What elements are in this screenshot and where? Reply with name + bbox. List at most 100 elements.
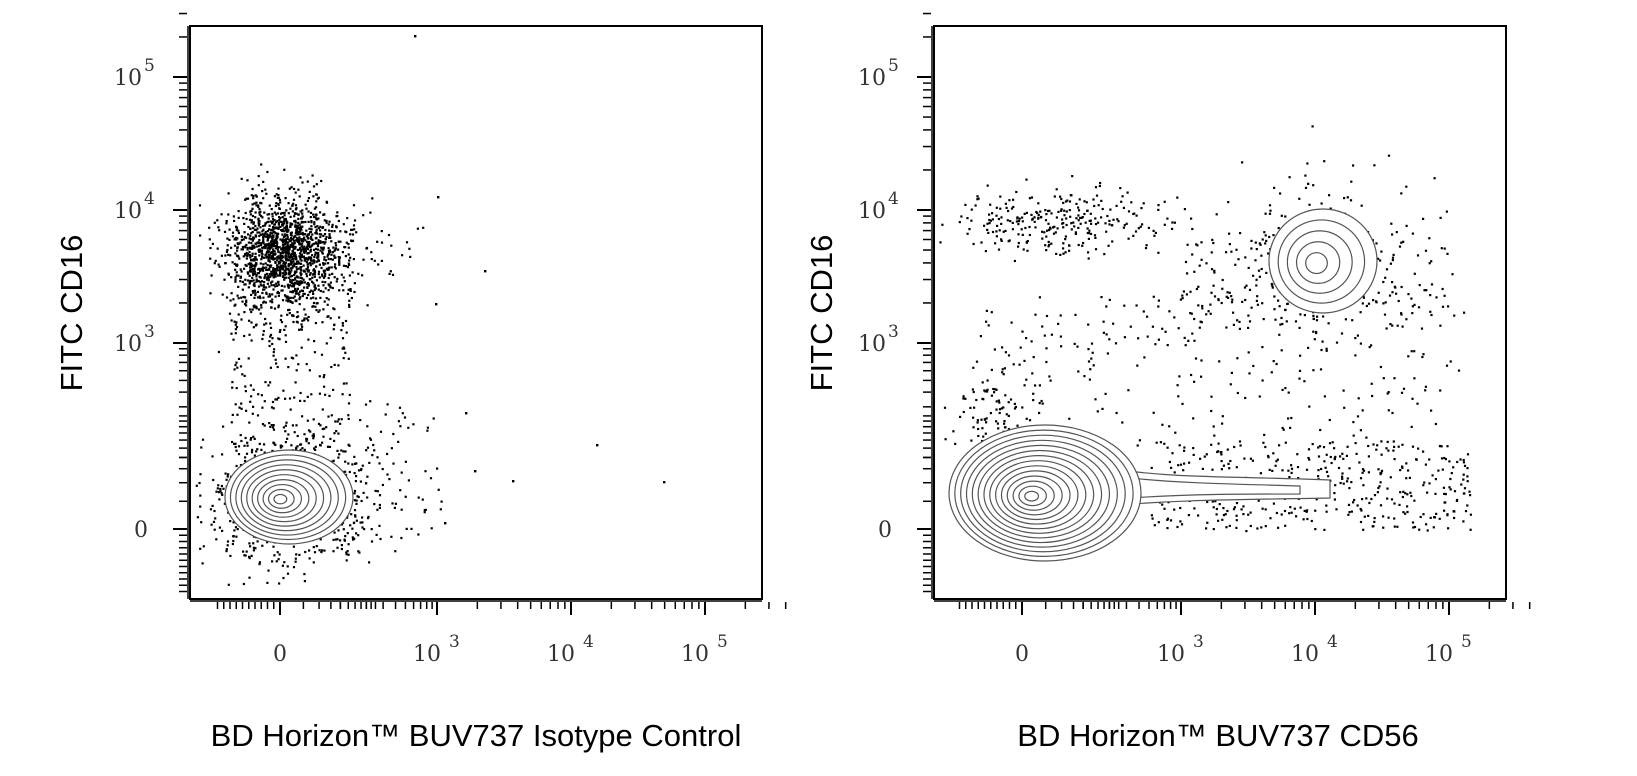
event-dot	[261, 253, 264, 256]
event-dot	[1074, 313, 1077, 316]
event-dot	[311, 434, 314, 437]
event-dot	[309, 430, 312, 433]
event-dot	[288, 247, 291, 250]
x-tick-label: 10	[547, 642, 575, 667]
event-dot	[1443, 294, 1446, 297]
event-dot	[317, 217, 320, 220]
event-dot	[257, 280, 260, 283]
event-dot	[229, 520, 232, 523]
event-dot	[1469, 513, 1472, 516]
event-dot	[293, 262, 297, 265]
event-dot	[250, 232, 253, 235]
event-dot	[1410, 350, 1413, 353]
event-dot	[985, 320, 988, 323]
event-dot	[323, 427, 326, 430]
event-dot	[292, 239, 296, 242]
event-dot	[1377, 291, 1380, 294]
event-dot	[315, 232, 318, 235]
event-dot	[263, 400, 266, 403]
event-dot	[287, 241, 290, 244]
event-dot	[344, 535, 347, 538]
event-dot	[349, 524, 352, 527]
event-dot	[289, 222, 292, 225]
event-dot	[1284, 215, 1287, 218]
event-dot	[287, 258, 290, 262]
event-dot	[336, 538, 339, 541]
event-dot	[347, 288, 350, 291]
event-dot	[224, 254, 227, 257]
event-dot	[1063, 209, 1066, 212]
event-dot	[1026, 249, 1029, 252]
event-dot	[294, 257, 297, 260]
event-dot	[1367, 444, 1370, 448]
event-dot	[1190, 312, 1193, 315]
event-dot	[330, 230, 333, 233]
event-dot	[300, 259, 303, 262]
event-dot	[294, 270, 297, 273]
event-dot	[1255, 299, 1258, 302]
event-dot	[218, 229, 221, 232]
event-dot	[1077, 219, 1080, 222]
event-dot	[293, 187, 296, 191]
event-dot	[976, 198, 979, 201]
event-dot	[269, 300, 272, 303]
event-dot	[1261, 346, 1264, 349]
event-dot	[1424, 249, 1428, 252]
event-dot	[1006, 219, 1009, 222]
event-dot	[227, 272, 230, 275]
event-dot	[1182, 290, 1185, 293]
event-dot	[270, 406, 274, 409]
event-dot	[985, 389, 988, 392]
event-dot	[1393, 458, 1396, 461]
event-dot	[212, 478, 215, 482]
event-dot	[1235, 248, 1238, 251]
event-dot	[323, 374, 326, 377]
event-dot	[270, 255, 273, 258]
event-dot	[322, 241, 325, 244]
event-dot	[217, 491, 220, 494]
event-dot	[235, 264, 238, 267]
event-dot	[310, 237, 313, 241]
event-dot	[989, 203, 992, 206]
event-dot	[237, 255, 240, 258]
event-dot	[391, 273, 395, 276]
event-dot	[258, 561, 261, 564]
event-dot	[1260, 526, 1263, 529]
event-dot	[989, 412, 992, 415]
event-dot	[313, 275, 316, 278]
event-dot	[260, 241, 263, 245]
event-dot	[314, 448, 317, 451]
event-dot	[300, 255, 303, 258]
event-dot	[1179, 298, 1182, 301]
event-dot	[329, 258, 332, 261]
event-dot	[281, 223, 284, 226]
event-dot	[1235, 519, 1238, 522]
event-dot	[321, 427, 324, 431]
event-dot	[263, 245, 266, 249]
event-dot	[1334, 484, 1337, 487]
event-dot	[975, 360, 979, 363]
event-dot	[284, 340, 288, 343]
event-dot	[236, 528, 239, 531]
event-dot	[252, 388, 255, 391]
event-dot	[321, 252, 324, 255]
event-dot	[234, 252, 237, 255]
event-dot	[348, 470, 351, 474]
event-dot	[976, 421, 979, 424]
event-dot	[292, 357, 295, 360]
event-dot	[1463, 464, 1467, 467]
event-dot	[1221, 287, 1224, 290]
event-dot	[1347, 503, 1351, 506]
event-dot	[287, 300, 290, 303]
event-dot	[1218, 360, 1221, 363]
event-dot	[359, 419, 362, 422]
event-dot	[261, 230, 264, 233]
event-dot	[292, 296, 295, 299]
event-dot	[300, 346, 303, 349]
event-dot	[274, 285, 277, 288]
event-dot	[257, 393, 260, 396]
event-dot	[985, 309, 988, 312]
event-dot	[286, 565, 289, 568]
event-dot	[327, 415, 330, 418]
event-dot	[1263, 231, 1266, 234]
